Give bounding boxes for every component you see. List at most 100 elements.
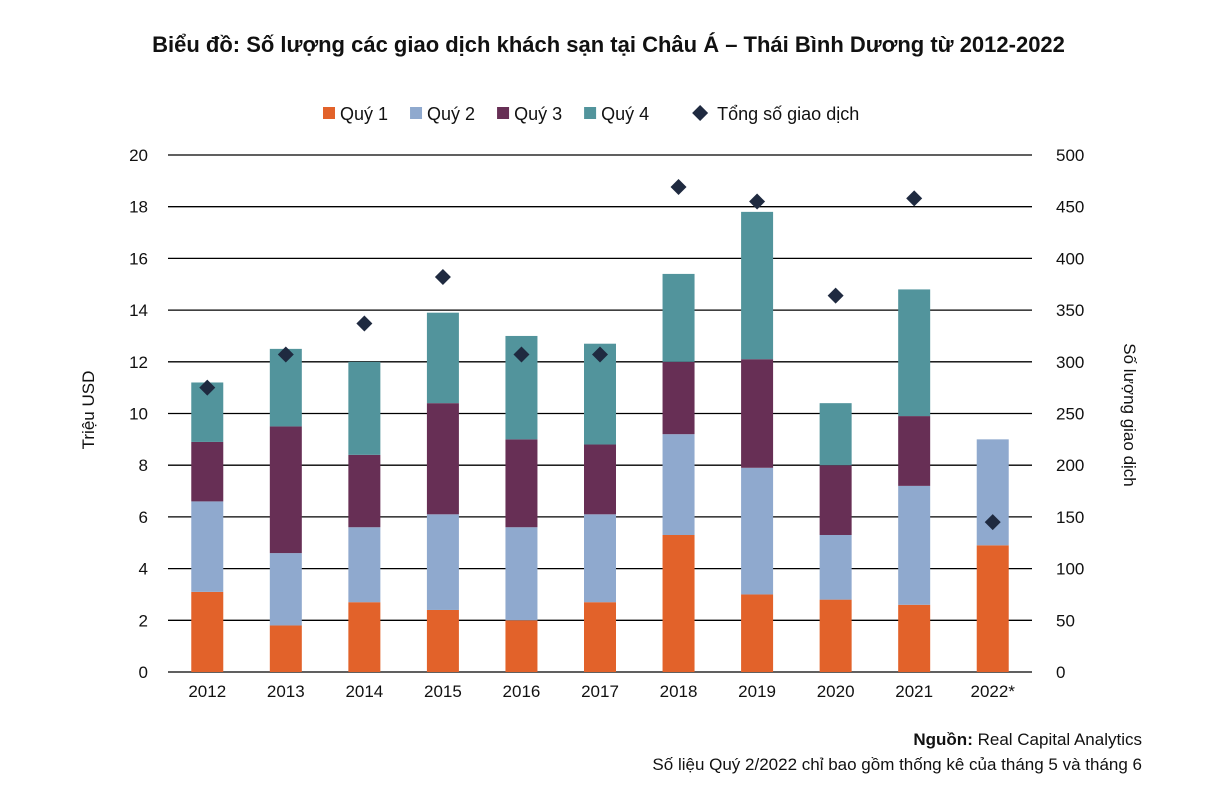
x-tick-label: 2019 [738,682,776,701]
bar-quý-2 [191,501,224,592]
bar-quý-3 [191,441,224,502]
total-transactions-point [277,346,294,363]
legend-swatch [497,107,510,119]
bar-quý-4 [898,289,931,417]
source-text: Real Capital Analytics [972,730,1142,749]
x-tick-label: 2015 [424,682,462,701]
y2-tick-label: 100 [1056,560,1084,579]
x-tick-label: 2018 [660,682,698,701]
y-tick-label: 12 [129,353,148,372]
bar-quý-2 [741,467,774,595]
y2-tick-label: 50 [1056,611,1075,630]
y2-tick-label: 450 [1056,198,1084,217]
x-tick-label: 2020 [817,682,855,701]
x-tick-label: 2013 [267,682,305,701]
total-transactions-point [199,379,216,396]
bar-quý-1 [584,602,616,672]
y-tick-label: 4 [139,560,148,579]
legend-label: Quý 3 [514,104,562,124]
total-transactions-point [984,514,1001,531]
y-tick-label: 16 [129,249,148,268]
bar-quý-2 [426,514,459,610]
bar-quý-1 [819,599,852,672]
bar-quý-4 [426,312,459,404]
legend-label: Tổng số giao dịch [717,104,859,124]
legend-label: Quý 2 [427,104,475,124]
y2-tick-label: 300 [1056,353,1084,372]
bar-quý-4 [662,273,695,362]
x-tick-label: 2021 [895,682,933,701]
bar-quý-1 [191,591,224,672]
bar-quý-3 [505,439,538,528]
legend-swatch [323,107,335,119]
total-transactions-point [356,315,373,332]
legend-label: Quý 1 [340,104,388,124]
bar-quý-3 [269,426,302,554]
bar-quý-1 [426,609,459,672]
bar-quý-3 [662,361,695,435]
total-transactions-point [670,179,687,196]
total-transactions-point [434,269,451,286]
x-tick-label: 2016 [503,682,541,701]
bar-quý-2 [898,485,931,605]
bar-quý-3 [584,444,616,515]
y2-tick-label: 200 [1056,456,1084,475]
bar-quý-2 [819,534,852,600]
x-tick-label: 2012 [188,682,226,701]
y-tick-label: 18 [129,198,148,217]
total-transactions-point [906,190,923,207]
y-tick-label: 0 [139,663,148,682]
bar-quý-4 [348,361,381,455]
bar-quý-4 [741,211,774,360]
bar-quý-4 [819,403,852,466]
bar-quý-2 [505,527,538,621]
bar-quý-1 [348,602,381,672]
bar-quý-1 [898,604,931,672]
y-tick-label: 20 [129,146,148,165]
legend-swatch [410,107,423,119]
legend-label: Quý 4 [601,104,649,124]
y-tick-label: 8 [139,456,148,475]
bar-quý-2 [662,434,695,535]
y-tick-label: 6 [139,508,148,527]
y2-tick-label: 400 [1056,249,1084,268]
bar-quý-3 [819,465,852,535]
total-transactions-point [592,346,608,363]
source: Nguồn: Real Capital Analytics [913,730,1142,750]
source-label: Nguồn: [913,730,973,749]
legend-swatch [584,107,597,119]
bar-quý-2 [348,527,381,603]
x-tick-label: 2014 [345,682,383,701]
bar-quý-2 [584,514,616,603]
bar-quý-3 [426,403,459,515]
y2-tick-label: 350 [1056,301,1084,320]
bar-quý-1 [505,620,538,672]
bar-quý-2 [269,553,302,626]
y-tick-label: 14 [129,301,148,320]
y2-tick-label: 0 [1056,663,1065,682]
y-tick-label: 2 [139,611,148,630]
y2-tick-label: 250 [1056,405,1084,424]
chart-title: Biểu đồ: Số lượng các giao dịch khách sạ… [152,32,1065,57]
bar-quý-1 [976,545,1009,672]
y-tick-label: 10 [129,405,148,424]
x-tick-label: 2017 [581,682,619,701]
total-transactions-point [749,193,766,210]
bar-quý-3 [348,454,381,528]
y2-tick-label: 150 [1056,508,1084,527]
y-axis-label: Triệu USD [79,371,98,450]
y2-tick-label: 500 [1056,146,1084,165]
total-transactions-point [513,346,530,363]
bar-quý-1 [741,594,774,672]
footnote: Số liệu Quý 2/2022 chỉ bao gồm thống kê … [652,755,1142,774]
bar-quý-1 [269,625,302,672]
bar-quý-3 [898,416,931,486]
bar-quý-3 [741,359,774,468]
bar-quý-1 [662,534,695,672]
x-tick-label: 2022* [971,682,1016,701]
y2-axis-label: Số lượng giao dịch [1120,343,1139,487]
total-transactions-point [827,287,844,304]
legend-diamond-icon [692,105,709,121]
